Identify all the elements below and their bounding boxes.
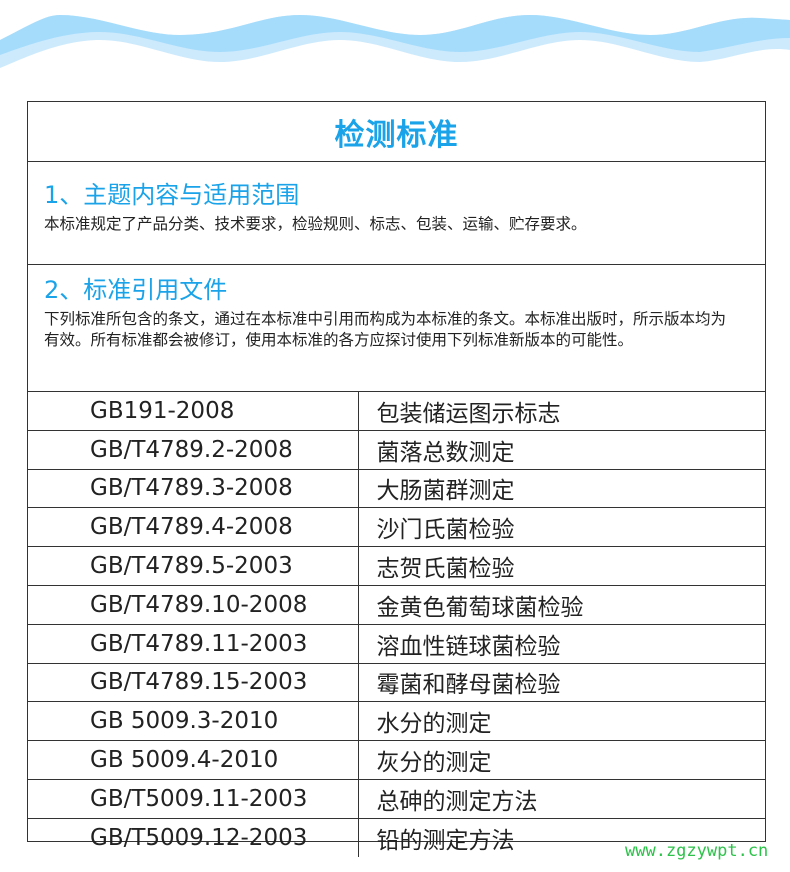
standard-name: 霉菌和酵母菌检验: [358, 663, 765, 703]
table-row: GB/T4789.5-2003 志贺氏菌检验: [28, 546, 765, 586]
wave-decoration: [0, 15, 790, 68]
table-row: GB/T4789.15-2003 霉菌和酵母菌检验: [28, 663, 765, 703]
standard-name: 铅的测定方法: [376, 827, 515, 854]
table-row: GB 5009.4-2010 灰分的测定: [28, 740, 765, 780]
standard-code: GB/T4789.4-2008: [28, 507, 359, 548]
standard-name: 金黄色葡萄球菌检验: [358, 585, 765, 625]
standard-name: 大肠菌群测定: [358, 469, 765, 509]
standard-code: GB191-2008: [28, 392, 359, 431]
standard-code: GB/T4789.15-2003: [28, 663, 359, 703]
standards-panel: 检测标准 1、主题内容与适用范围 本标准规定了产品分类、技术要求，检验规则、标志…: [27, 101, 766, 857]
table-row: GB/T4789.4-2008 沙门氏菌检验: [28, 507, 765, 548]
table-row: GB 5009.3-2010 水分的测定: [28, 701, 765, 742]
standard-name: 菌落总数测定: [358, 430, 765, 470]
standard-code: GB/T4789.3-2008: [28, 469, 359, 509]
standard-name: 包装储运图示标志: [358, 392, 765, 431]
section-scope: 1、主题内容与适用范围 本标准规定了产品分类、技术要求，检验规则、标志、包装、运…: [28, 162, 765, 265]
standard-name: 总砷的测定方法: [358, 779, 765, 819]
table-row: GB/T4789.3-2008 大肠菌群测定: [28, 469, 765, 509]
standards-table: GB191-2008 包装储运图示标志 GB/T4789.2-2008 菌落总数测定 G…: [28, 392, 765, 857]
standard-code: GB/T5009.11-2003: [28, 779, 359, 819]
section-body: 本标准规定了产品分类、技术要求，检验规则、标志、包装、运输、贮存要求。: [44, 215, 587, 233]
standard-name: 溶血性链球菌检验: [358, 624, 765, 664]
watermark: www.zgzywpt.cn: [625, 841, 769, 861]
section-body: 下列标准所包含的条文，通过在本标准中引用而构成为本标准的条文。本标准出版时，所示…: [44, 310, 727, 349]
table-row: GB/T4789.2-2008 菌落总数测定: [28, 430, 765, 470]
standard-code: GB/T4789.10-2008: [28, 585, 359, 625]
standard-code: GB/T4789.2-2008: [28, 430, 359, 470]
standard-code: GB/T5009.12-2003: [28, 818, 359, 857]
standard-code: GB 5009.3-2010: [28, 701, 359, 742]
table-row: GB/T4789.11-2003 溶血性链球菌检验: [28, 624, 765, 664]
standard-code: GB/T4789.11-2003: [28, 624, 359, 664]
standard-name: 水分的测定: [358, 701, 765, 742]
standard-name: 灰分的测定: [358, 740, 765, 780]
table-row: GB/T5009.12-2003 铅的测定方法: [28, 818, 765, 857]
standard-code: GB 5009.4-2010: [28, 740, 359, 780]
section-heading: 2、标准引用文件: [44, 276, 228, 304]
section-references: 2、标准引用文件 下列标准所包含的条文，通过在本标准中引用而构成为本标准的条文。…: [28, 265, 765, 392]
table-row: GB191-2008 包装储运图示标志: [28, 392, 765, 431]
standard-name: 志贺氏菌检验: [358, 546, 765, 586]
table-row: GB/T5009.11-2003 总砷的测定方法: [28, 779, 765, 819]
table-row: GB/T4789.10-2008 金黄色葡萄球菌检验: [28, 585, 765, 625]
standard-code: GB/T4789.5-2003: [28, 546, 359, 586]
page-title: 检测标准: [28, 102, 765, 162]
section-heading: 1、主题内容与适用范围: [44, 181, 300, 209]
standard-name: 沙门氏菌检验: [358, 507, 765, 548]
